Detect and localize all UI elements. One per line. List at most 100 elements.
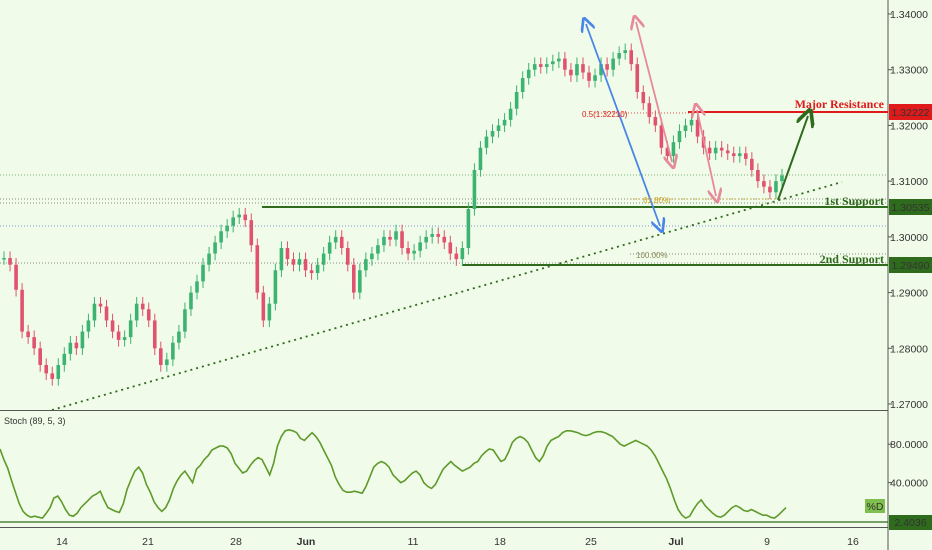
- candle-body: [424, 236, 428, 243]
- candle-body: [279, 248, 284, 271]
- candle-body: [750, 158, 754, 170]
- svg-text:%D: %D: [867, 501, 884, 513]
- candle-body: [225, 225, 229, 232]
- price-tick-label: 1.31000: [890, 176, 928, 188]
- candle-body: [725, 150, 730, 154]
- candle-body: [2, 258, 6, 260]
- candle-body: [26, 331, 30, 338]
- price-axis-bg: [888, 0, 932, 550]
- time-tick-label: 21: [142, 536, 154, 548]
- candle-body: [219, 231, 223, 243]
- candle-body: [68, 342, 73, 354]
- time-tick-label: 16: [847, 536, 859, 548]
- candle-body: [14, 264, 18, 290]
- candle-body: [213, 242, 217, 254]
- pink-measure-arrow-2: [697, 110, 716, 196]
- candle-body: [183, 309, 187, 332]
- price-axis-ticks: 1.34000 1.33000 1.32000 1.31000 1.30000 1.290…: [888, 9, 928, 411]
- price-tick-label: 1.32000: [890, 120, 928, 132]
- first-support-label: 1st Support: [824, 194, 884, 208]
- time-tick-label: 9: [764, 536, 770, 548]
- price-tick-label: 1.30000: [890, 232, 928, 244]
- candle-body: [526, 69, 531, 79]
- candle-body: [731, 153, 736, 157]
- candle-body: [605, 64, 609, 70]
- candle-body: [358, 270, 362, 293]
- major-resistance-label: Major Resistance: [795, 97, 885, 111]
- candle-body: [575, 64, 579, 76]
- candle-body: [587, 72, 591, 81]
- candle-body: [593, 75, 597, 81]
- candle-body: [532, 64, 537, 70]
- candle-body: [442, 236, 447, 243]
- stoch-tick-label: 40.0000: [890, 478, 928, 490]
- candle-body: [581, 64, 585, 73]
- candle-body: [768, 186, 772, 193]
- candle-body: [134, 303, 139, 321]
- second-support-label: 2nd Support: [820, 252, 884, 266]
- candle-body: [617, 53, 621, 59]
- candle-body: [285, 248, 290, 260]
- candle-body: [520, 78, 525, 92]
- candle-body: [171, 342, 175, 360]
- fib-61-label: 61.80%: [643, 196, 670, 205]
- candle-body: [394, 231, 398, 240]
- green-projection-arrow: [777, 116, 808, 201]
- candle-body: [333, 236, 338, 243]
- candle-body: [8, 258, 12, 265]
- candle-body: [641, 92, 646, 104]
- candle-body: [472, 170, 477, 209]
- candle-body: [152, 320, 157, 349]
- candle-body: [98, 303, 103, 307]
- candle-body: [364, 259, 368, 271]
- candle-body: [237, 214, 242, 218]
- candle-body: [744, 153, 748, 159]
- stoch-tick-label: 80.0000: [890, 439, 928, 451]
- candle-body: [418, 242, 422, 251]
- candle-body: [436, 234, 441, 237]
- candle-body: [448, 242, 453, 254]
- svg-text:1.32222: 1.32222: [892, 107, 930, 119]
- main-pane-bg: [0, 0, 888, 410]
- candle-body: [32, 337, 36, 349]
- candle-body: [671, 142, 676, 157]
- candle-body: [400, 231, 404, 248]
- candle-body: [370, 253, 374, 260]
- candle-body: [388, 236, 392, 240]
- candle-body: [261, 292, 266, 321]
- time-tick-label: 11: [408, 536, 419, 548]
- candle-body: [297, 259, 302, 265]
- candle-body: [466, 209, 471, 248]
- candle-body: [719, 147, 724, 151]
- candle-body: [80, 331, 85, 349]
- candle-body: [267, 303, 272, 321]
- svg-text:1.29490: 1.29490: [892, 260, 930, 272]
- pink-measure-arrow-1: [636, 22, 672, 162]
- candle-body: [249, 220, 254, 246]
- time-tick-label: 14: [56, 536, 68, 548]
- candle-body: [92, 303, 97, 321]
- candle-body: [165, 359, 169, 365]
- candle-body: [611, 58, 615, 70]
- candle-body: [460, 248, 465, 260]
- time-tick-label: Jul: [668, 536, 683, 548]
- candle-body: [140, 303, 145, 310]
- candle-body: [454, 253, 459, 260]
- fib-50-label: 0.5(1.32210): [582, 110, 628, 119]
- candle-body: [74, 342, 79, 349]
- candle-body: [86, 320, 91, 332]
- stoch-value-tag: 2.4036: [889, 515, 932, 530]
- candle-body: [159, 348, 163, 365]
- resistance-price-tag: 1.32222: [889, 104, 932, 120]
- candle-body: [309, 270, 314, 274]
- blue-measure-arrow: [586, 24, 660, 226]
- candle-body: [231, 217, 235, 226]
- candle-body: [557, 58, 561, 62]
- candle-body: [774, 181, 778, 193]
- candle-body: [653, 117, 658, 126]
- stoch-legend: %D: [865, 499, 885, 513]
- candle-body: [412, 250, 416, 254]
- candle-body: [201, 264, 205, 282]
- price-tick-label: 1.34000: [890, 9, 928, 21]
